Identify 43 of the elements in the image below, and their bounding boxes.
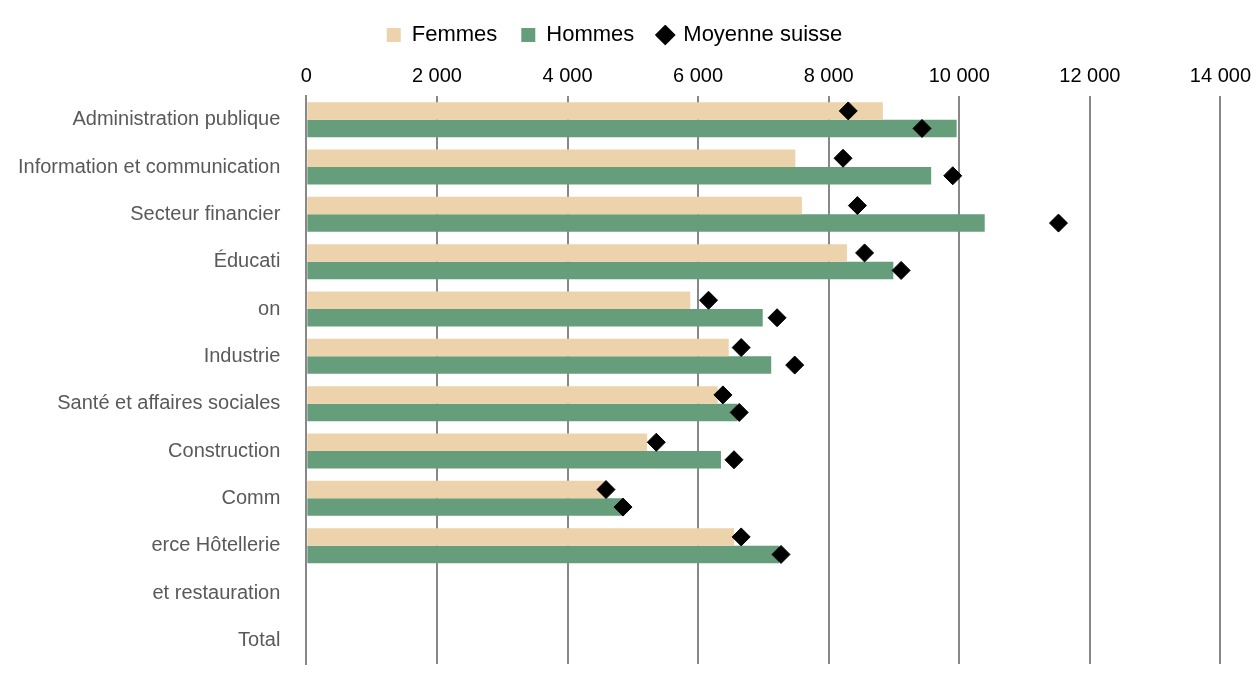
bar [307, 119, 957, 138]
x-tick-label: 2 000 [411, 63, 462, 86]
bar [307, 403, 738, 422]
bar [307, 480, 607, 499]
y-tick-label: Industrie [203, 343, 281, 366]
bar [307, 356, 772, 374]
legend-label: Femmes [411, 21, 498, 47]
y-tick-label: on [258, 296, 281, 319]
bar [307, 291, 691, 309]
y-tick-label: Santé et affaires sociales [57, 391, 281, 414]
bar [307, 102, 883, 120]
x-tick-label: 10 000 [928, 63, 990, 86]
x-tick-label: 4 000 [542, 63, 593, 86]
bar [307, 261, 894, 280]
y-tick-label: Information et communication [18, 154, 281, 177]
y-tick-label: erce Hôtellerie [151, 533, 281, 556]
legend-label: Hommes [546, 21, 635, 47]
bar [307, 545, 780, 564]
bar [307, 528, 734, 546]
bar [307, 196, 802, 215]
bar [307, 451, 721, 469]
x-tick-label: 14 000 [1189, 63, 1251, 86]
bar [307, 309, 763, 327]
x-tick-label: 8 000 [803, 63, 854, 86]
y-tick-label: Comm [221, 485, 281, 508]
x-tick-label: 12 000 [1059, 63, 1121, 86]
bar [307, 386, 718, 404]
y-tick-label: Éducati [213, 249, 281, 272]
y-tick-label: et restauration [152, 580, 281, 603]
y-tick-label: Secteur financier [130, 201, 281, 224]
legend-label: Moyenne suisse [683, 21, 843, 47]
bar [307, 498, 623, 516]
y-tick-label: Total [238, 627, 281, 650]
x-tick-label: 6 000 [673, 63, 724, 86]
x-tick-label: 0 [300, 63, 312, 86]
bar [307, 433, 648, 451]
y-tick-label: Administration publique [72, 107, 281, 130]
bar [307, 338, 729, 357]
y-tick-label: Construction [168, 438, 281, 461]
bar [307, 167, 932, 185]
bar [307, 149, 796, 167]
bar [307, 244, 847, 262]
bar [307, 214, 985, 232]
